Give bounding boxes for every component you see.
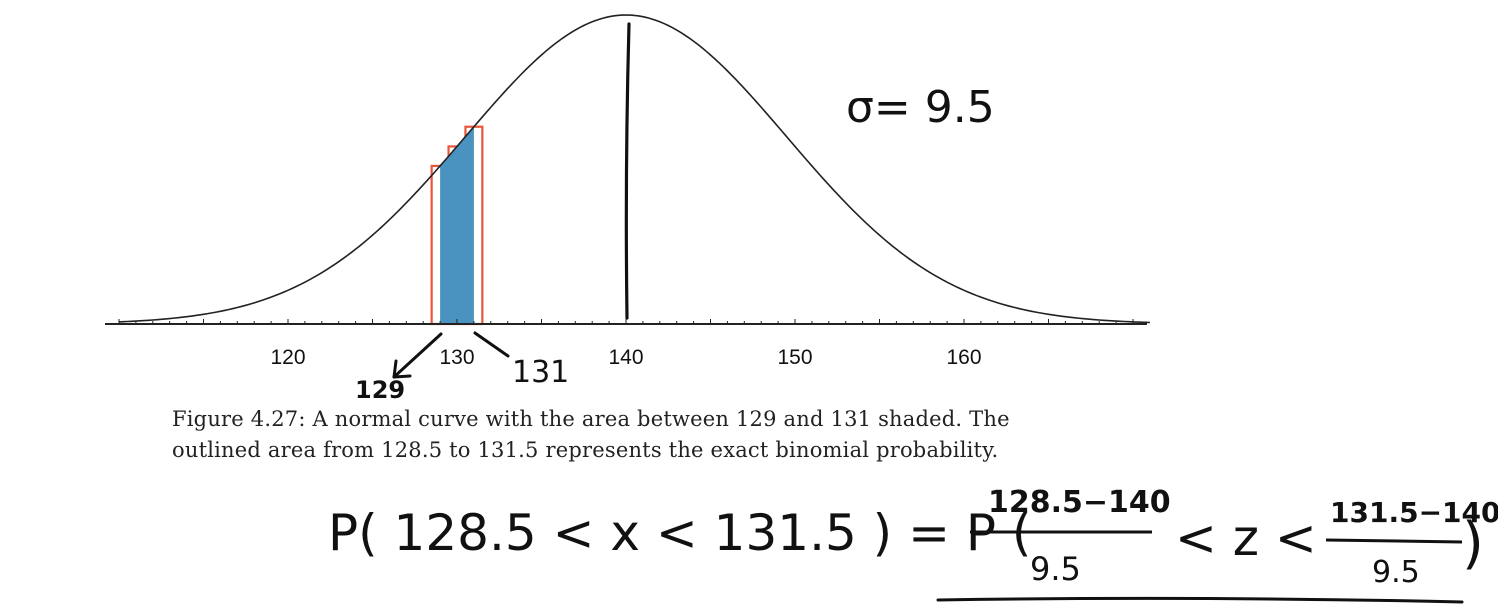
normal-curve (118, 14, 1150, 324)
marker-129-label: 129 (355, 376, 405, 404)
equation-numerator-2: 131.5−140 (1330, 496, 1498, 529)
equation-close-paren: ) (1462, 511, 1484, 576)
x-tick-label-140: 140 (608, 346, 643, 369)
equation-denominator-1: 9.5 (1030, 550, 1081, 588)
fraction-bar-2 (1325, 538, 1463, 544)
equation-lhs: P( 128.5 < x < 131.5 ) = P ( (328, 504, 1031, 562)
equation-denominator-2: 9.5 (1372, 555, 1420, 590)
caption-line-1: Figure 4.27: A normal curve with the are… (172, 407, 1010, 431)
x-tick-label-120: 120 (270, 346, 305, 369)
equation-numerator-1: 128.5−140 (988, 485, 1171, 520)
x-axis-tick-labels: 120 130 140 150 160 (270, 346, 981, 369)
arrow-129-marker (392, 332, 443, 379)
mean-line (624, 22, 631, 320)
x-tick-label-130: 130 (439, 346, 474, 369)
sigma-annotation: σ= 9.5 (846, 82, 995, 133)
caption-line-2: outlined area from 128.5 to 131.5 repres… (172, 438, 999, 462)
probability-equation: P( 128.5 < x < 131.5 ) = P ( 128.5−140 9… (328, 485, 1498, 604)
equation-underline (936, 596, 1464, 604)
marker-131-label: 131 (512, 355, 569, 390)
figure-caption: Figure 4.27: A normal curve with the are… (172, 404, 1092, 466)
x-tick-label-150: 150 (777, 346, 812, 369)
x-axis-minor-ticks (118, 319, 1134, 324)
shaded-area-129-131 (440, 126, 474, 324)
x-tick-label-160: 160 (946, 346, 981, 369)
marker-131-line (473, 331, 510, 358)
equation-middle: < z < (1175, 509, 1317, 567)
